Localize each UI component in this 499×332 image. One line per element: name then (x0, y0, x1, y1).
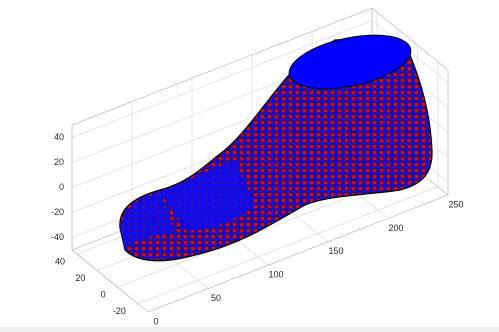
x-tick-label: 100 (268, 270, 283, 280)
z-tick-label: 0 (59, 182, 64, 192)
y-tick-label: -20 (113, 306, 126, 316)
chart: 0 50 100 150 200 250 -20 0 20 40 -40 -20 0 20 40 (0, 0, 499, 327)
x-tick-label: 50 (211, 293, 221, 303)
z-tick-label: -20 (51, 207, 64, 217)
x-tick-label: 200 (388, 223, 403, 233)
x-tick-label: 150 (328, 246, 343, 256)
z-tick-label: -40 (51, 232, 64, 242)
z-tick-label: 20 (54, 157, 64, 167)
y-tick-label: 40 (55, 257, 65, 267)
y-tick-label: 0 (101, 290, 106, 300)
x-tick-label: 250 (448, 199, 463, 209)
y-tick-label: 20 (75, 273, 85, 283)
z-tick-label: 40 (54, 132, 64, 142)
page: {"chart_data": {"type": "mesh3d", "xlim"… (0, 0, 499, 327)
x-tick-label: 0 (153, 316, 158, 326)
